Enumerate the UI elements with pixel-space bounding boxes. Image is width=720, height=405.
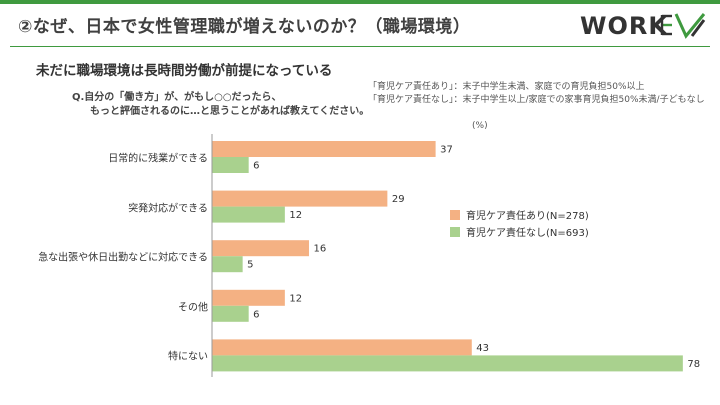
data-label-series2-2: 5 xyxy=(247,260,253,271)
legend-label-series1: 育児ケア責任あり(N=278) xyxy=(466,211,589,222)
page-title: ②なぜ、日本で女性管理職が増えないのか？（職場環境） xyxy=(18,17,471,37)
survey-question: Q.自分の「働き方」が、がもし○○だったら、 もっと評価されるのに…と思うことが… xyxy=(72,91,369,119)
bar-series2-3 xyxy=(212,305,249,322)
data-label-series1-2: 16 xyxy=(313,244,326,255)
category-label-0: 日常的に残業ができる xyxy=(108,153,208,165)
bar-series2-4 xyxy=(212,355,683,372)
data-label-series2-4: 78 xyxy=(687,359,700,370)
workex-logo: WORK xyxy=(580,12,706,40)
definition-note-1: 「育児ケア責任あり」：末子中学生未満、家庭での育児負担50%以上 xyxy=(368,82,645,92)
legend-item-series1: 育児ケア責任あり(N=278) xyxy=(450,206,589,223)
top-accent-bar xyxy=(0,0,720,4)
definition-note-2: 「育児ケア責任なし」：末子中学生以上/家庭での家事育児負担50%未満/子どもなし xyxy=(368,95,705,105)
title-divider xyxy=(10,46,710,47)
bar-series1-0 xyxy=(212,141,436,157)
legend-swatch-series2 xyxy=(450,226,460,237)
section-subtitle: 未だに職場環境は長時間労働が前提になっている xyxy=(36,63,333,79)
unit-label: (%) xyxy=(472,121,488,131)
category-label-1: 突発対応ができる xyxy=(128,203,208,215)
bar-series1-3 xyxy=(212,289,285,306)
bar-series2-0 xyxy=(212,157,249,173)
category-label-4: 特にない xyxy=(168,351,208,363)
svg-text:WORK: WORK xyxy=(580,12,668,40)
data-label-series2-0: 6 xyxy=(253,161,259,172)
data-label-series1-0: 37 xyxy=(440,145,453,156)
legend-label-series2: 育児ケア責任なし(N=693) xyxy=(466,228,589,239)
chart-legend: 育児ケア責任あり(N=278) 育児ケア責任なし(N=693) xyxy=(450,206,589,240)
bar-series2-2 xyxy=(212,256,243,273)
question-line-1: Q.自分の「働き方」が、がもし○○だったら、 xyxy=(72,92,282,103)
bar-series2-1 xyxy=(212,206,285,223)
bar-series1-2 xyxy=(212,240,309,257)
category-label-2: 急な出張や休日出勤などに対応できる xyxy=(38,252,208,264)
bar-series1-4 xyxy=(212,339,472,356)
data-label-series2-3: 6 xyxy=(253,309,259,320)
category-label-3: その他 xyxy=(178,302,208,314)
data-label-series1-1: 29 xyxy=(392,194,405,205)
data-label-series2-1: 12 xyxy=(289,210,302,221)
legend-item-series2: 育児ケア責任なし(N=693) xyxy=(450,223,589,240)
bar-series1-1 xyxy=(212,190,388,207)
definition-notes: 「育児ケア責任あり」：末子中学生未満、家庭での育児負担50%以上 「育児ケア責任… xyxy=(368,81,705,107)
question-line-2: もっと評価されるのに…と思うことがあれば教えてください。 xyxy=(90,106,370,117)
data-label-series1-4: 43 xyxy=(476,343,489,354)
legend-swatch-series1 xyxy=(450,209,460,220)
data-label-series1-3: 12 xyxy=(289,293,302,304)
